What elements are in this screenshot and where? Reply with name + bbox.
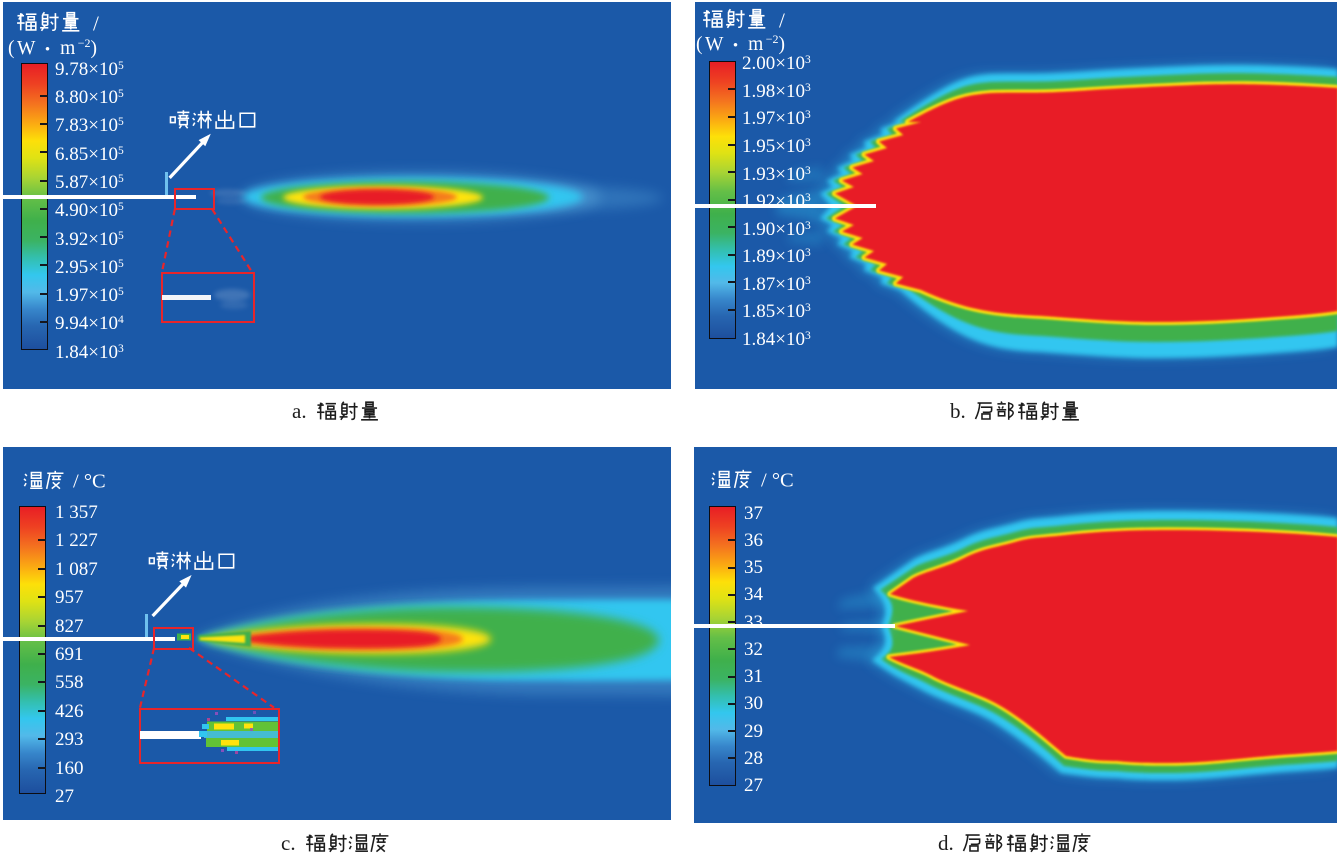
svg-text:b.: b.	[950, 399, 966, 423]
svg-text:c.: c.	[281, 831, 296, 855]
svg-text:/: /	[779, 8, 785, 32]
svg-text:/: /	[93, 11, 99, 35]
svg-text:a.: a.	[292, 399, 307, 423]
svg-text:/ °C: / °C	[761, 470, 794, 492]
svg-text:/ °C: / °C	[73, 471, 106, 493]
svg-text:d.: d.	[938, 831, 954, 855]
